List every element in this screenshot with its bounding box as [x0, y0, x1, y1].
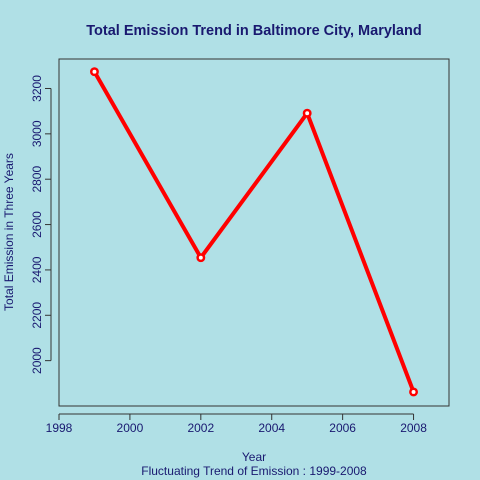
- x-tick-label: 2008: [400, 421, 427, 435]
- y-tick-label: 2000: [30, 347, 44, 374]
- emission-series: [90, 67, 418, 397]
- x-axis: 1998 2000 2002 2004 2006 2008: [46, 413, 427, 435]
- x-tick-label: 2004: [258, 421, 285, 435]
- y-tick-label: 2800: [30, 166, 44, 193]
- y-axis: 2000 2200 2400 2600 2800 3000 3200: [30, 75, 52, 374]
- x-axis-label: Year: [242, 450, 266, 464]
- y-tick-label: 3200: [30, 75, 44, 102]
- x-tick-label: 2000: [117, 421, 144, 435]
- data-point: [196, 253, 206, 263]
- y-tick-label: 2600: [30, 211, 44, 238]
- data-point: [90, 67, 99, 77]
- y-tick-label: 3000: [30, 120, 44, 147]
- plot-area-frame: [58, 58, 450, 407]
- x-tick-label: 2002: [187, 421, 214, 435]
- x-tick-label: 1998: [46, 421, 73, 435]
- chart-subtitle: Fluctuating Trend of Emission : 1999-200…: [141, 464, 367, 478]
- data-point: [409, 387, 418, 397]
- emission-series-line: [92, 69, 416, 394]
- y-axis-label: Total Emission in Three Years: [2, 153, 16, 311]
- y-tick-label: 2200: [30, 302, 44, 329]
- y-tick-label: 2400: [30, 256, 44, 283]
- data-point: [302, 108, 312, 118]
- chart-title: Total Emission Trend in Baltimore City, …: [86, 23, 421, 39]
- x-tick-label: 2006: [329, 421, 356, 435]
